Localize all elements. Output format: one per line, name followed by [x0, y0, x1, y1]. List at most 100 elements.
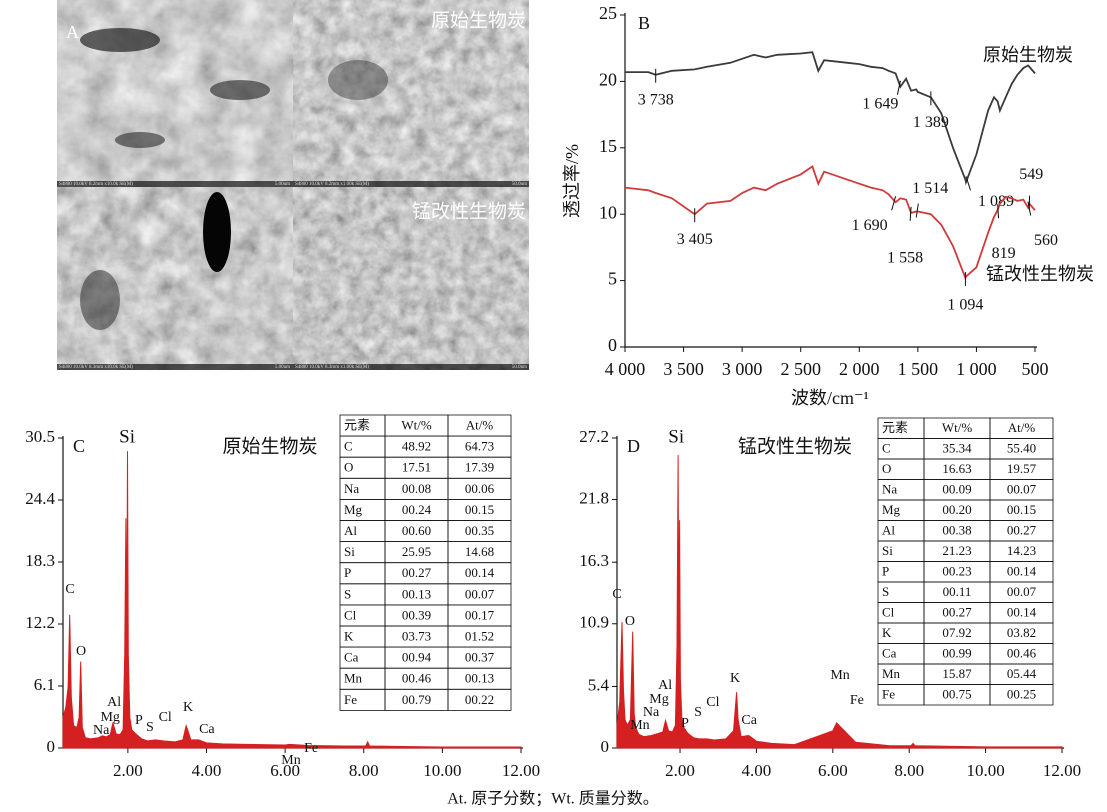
peak-tick — [916, 204, 918, 218]
table-value: 17.51 — [402, 460, 431, 475]
figure: S4800 10.0kV 8.2mm x10.0k SE(M) 5.00um S… — [0, 0, 1107, 812]
y-tick-label: 30.5 — [25, 427, 55, 446]
table-value: Na — [882, 482, 897, 497]
y-tick-label: 0 — [601, 737, 610, 756]
y-tick-label: 10.9 — [579, 613, 609, 632]
table-header: At/% — [1008, 420, 1036, 435]
table-value: 00.94 — [402, 650, 432, 665]
table-value: 00.13 — [402, 586, 431, 601]
element-label: S — [146, 720, 154, 735]
panel-label: B — [638, 13, 650, 33]
table-value: 14.23 — [1007, 543, 1036, 558]
element-label: Ca — [199, 722, 215, 737]
x-tick-label: 2 500 — [780, 359, 821, 379]
table-value: 07.92 — [942, 625, 971, 640]
table-value: 00.38 — [942, 523, 971, 538]
table-value: Fe — [344, 692, 357, 707]
element-label: Al — [658, 678, 672, 693]
pore — [210, 80, 270, 100]
table-value: 19.57 — [1007, 461, 1037, 476]
table-value: 00.15 — [1007, 502, 1036, 517]
series-label: 原始生物炭 — [983, 45, 1073, 65]
table-value: 00.79 — [402, 692, 431, 707]
table-value: 00.13 — [465, 671, 494, 686]
x-tick-label: 500 — [1022, 359, 1049, 379]
element-label: Ca — [741, 713, 757, 728]
x-tick-label: 10.00 — [423, 761, 461, 780]
element-label: Al — [107, 695, 121, 710]
y-tick-label: 6.1 — [34, 675, 55, 694]
table-value: 00.22 — [465, 692, 494, 707]
table-value: Cl — [882, 605, 895, 620]
table-value: 64.73 — [465, 439, 494, 454]
table-value: 00.27 — [1007, 523, 1037, 538]
x-tick-label: 8.00 — [894, 761, 924, 780]
peak-label: 1 514 — [912, 180, 948, 197]
spectrum-line — [625, 166, 1035, 278]
peak-label: 1 690 — [852, 217, 888, 234]
y-axis-title: 透过率/% — [562, 144, 582, 218]
table-value: 00.27 — [402, 565, 432, 580]
table-value: 00.37 — [465, 650, 495, 665]
element-label: Cl — [159, 710, 172, 725]
x-tick-label: 1 500 — [898, 359, 939, 379]
y-tick-label: 16.3 — [579, 551, 609, 570]
element-label: Si — [668, 426, 684, 447]
table-value: 03.73 — [402, 629, 431, 644]
table-value: 00.23 — [942, 564, 971, 579]
sem-caption: S4800 10.0kV 8.3mm x1.00k SE(M) — [295, 365, 369, 370]
table-value: Fe — [882, 687, 895, 702]
peak-label: 1 094 — [947, 297, 983, 314]
y-tick-label: 12.2 — [25, 613, 55, 632]
table-value: S — [882, 584, 889, 599]
x-axis-title: 波数/cm⁻¹ — [791, 388, 869, 408]
pore — [115, 132, 165, 148]
y-tick-label: 27.2 — [579, 427, 609, 446]
table-value: 25.95 — [402, 544, 431, 559]
element-label: Na — [93, 723, 110, 738]
table-header: Wt/% — [401, 418, 431, 433]
table-value: C — [882, 441, 891, 456]
table-header: 元素 — [344, 418, 370, 433]
peak-label: 549 — [1019, 166, 1043, 183]
sem-sample-label: 锰改性生物炭 — [412, 200, 526, 222]
spectrum-area — [617, 455, 1062, 748]
element-label: Cl — [706, 695, 719, 710]
panel-label: C — [73, 436, 85, 456]
peak-label: 1 089 — [978, 193, 1014, 210]
table-value: 00.07 — [1007, 482, 1037, 497]
table-value: O — [344, 460, 353, 475]
table-value: S — [344, 586, 351, 601]
table-value: 00.35 — [465, 523, 494, 538]
element-label: Mn — [830, 668, 849, 683]
table-value: 00.39 — [402, 607, 431, 622]
table-value: Mn — [344, 671, 363, 686]
table-value: 00.07 — [465, 586, 495, 601]
pore — [80, 28, 160, 52]
sample-label: 锰改性生物炭 — [738, 435, 852, 457]
y-tick-label: 5.4 — [588, 675, 610, 694]
series-label: 锰改性生物炭 — [986, 264, 1094, 284]
sem-sample-label: 原始生物炭 — [431, 9, 526, 31]
x-tick-label: 2.00 — [665, 761, 695, 780]
table-value: Si — [882, 543, 893, 558]
element-label: P — [135, 713, 143, 728]
pore — [328, 60, 388, 100]
table-header: 元素 — [882, 420, 908, 435]
table-value: 00.20 — [942, 502, 971, 517]
sem-caption: S4800 10.0kV 8.2mm x1.00k SE(M) — [295, 182, 369, 187]
footnote: At. 原子分数；Wt. 质量分数。 — [447, 790, 659, 808]
x-tick-label: 12.00 — [502, 761, 540, 780]
table-value: 00.24 — [402, 502, 432, 517]
peak-label: 1 389 — [913, 114, 949, 131]
peak-label: 560 — [1034, 232, 1058, 249]
element-label: Mn — [281, 753, 300, 768]
element-label: Fe — [850, 693, 864, 708]
table-value: Mg — [344, 502, 363, 517]
table-value: Al — [882, 523, 895, 538]
table-value: 00.14 — [1007, 564, 1037, 579]
table-value: 00.11 — [943, 584, 972, 599]
table-value: Ca — [344, 650, 359, 665]
sample-label: 原始生物炭 — [222, 435, 317, 457]
element-label: C — [612, 587, 621, 602]
